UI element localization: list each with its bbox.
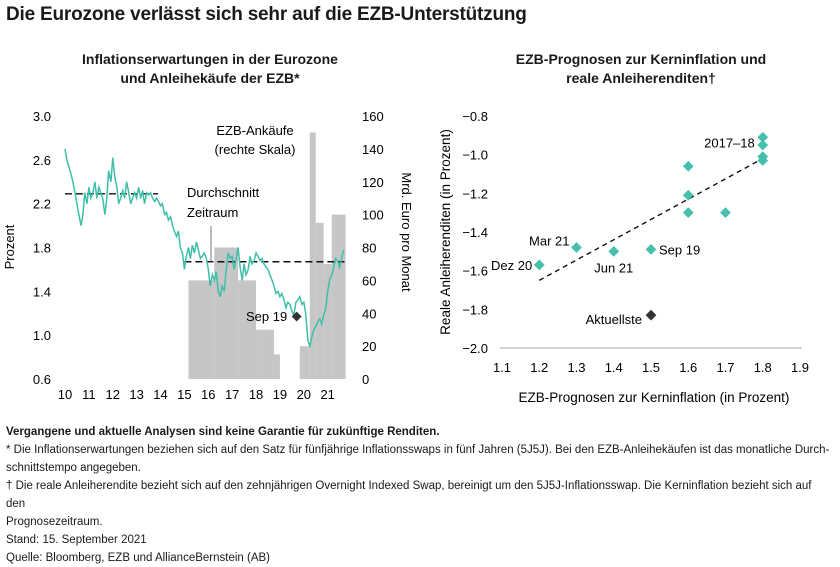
scatter-x-tick-label: 1.5 <box>642 360 660 375</box>
scatter-point-1 <box>571 242 582 253</box>
scatter-y-tick-label: −2.0 <box>462 341 488 356</box>
scatter-point-0 <box>534 259 545 270</box>
footnote-2-line1: † Die reale Anleiherendite bezieht sich … <box>6 477 832 513</box>
scatter-y-axis-label: Reale Anleiherenditen (in Prozent) <box>438 129 453 335</box>
footnote-1-line2: schnittstempo angegeben. <box>6 459 832 477</box>
date-note: Stand: 15. September 2021 <box>6 531 832 549</box>
trendline-path <box>539 159 763 281</box>
scatter-y-tick-label: −0.8 <box>462 109 488 124</box>
scatter-y-tick-label: −1.8 <box>462 302 488 317</box>
source-note: Quelle: Bloomberg, EZB und AllianceBerns… <box>6 549 832 567</box>
scatter-x-tick-label: 1.4 <box>605 360 623 375</box>
scatter-y-tick-label: −1.2 <box>462 186 488 201</box>
scatter-point-5 <box>683 190 694 201</box>
scatter-point-labels: Dez 20 Mar 21 Jun 21 Sep 19 2017–18 Aktuellst… <box>491 135 755 327</box>
scatter-x-tick-label: 1.2 <box>530 360 548 375</box>
scatter-point-6 <box>683 207 694 218</box>
disclaimer: Vergangene und aktuelle Analysen sind ke… <box>6 423 832 441</box>
scatter-point-label: Dez 20 <box>491 258 532 273</box>
scatter-x-tick-label: 1.9 <box>791 360 809 375</box>
scatter-x-tick-label: 1.7 <box>716 360 734 375</box>
scatter-point-9 <box>757 140 768 151</box>
scatter-points <box>534 132 768 321</box>
scatter-x-axis-label: EZB-Prognosen zur Kerninflation (in Proz… <box>519 390 790 405</box>
scatter-y-axis-ticks: −0.8 −1.0 −1.2 −1.4 −1.6 −1.8 −2.0 <box>462 109 488 356</box>
current-point <box>646 310 657 321</box>
scatter-point-2 <box>608 246 619 257</box>
current-point-label: Aktuellste <box>586 312 642 327</box>
scatter-y-tick-label: −1.0 <box>462 148 488 163</box>
scatter-x-tick-label: 1.8 <box>754 360 772 375</box>
core-inflation-scatter-chart: −0.8−1.0−1.2−1.4−1.6−1.8−2.0 1.1 1.2 1.3 1.… <box>0 0 840 420</box>
scatter-point-label: Sep 19 <box>659 242 700 257</box>
scatter-y-tick-label: −1.4 <box>462 225 488 240</box>
scatter-x-tick-label: 1.6 <box>679 360 697 375</box>
footnote-2-line2: Prognosezeitraum. <box>6 513 832 531</box>
scatter-x-tick-label: 1.1 <box>493 360 511 375</box>
scatter-x-axis-ticks: 1.1 1.2 1.3 1.4 1.5 1.6 1.7 1.8 1.9 <box>493 360 809 375</box>
scatter-x-tick-label: 1.3 <box>567 360 585 375</box>
scatter-point-7 <box>720 207 731 218</box>
footnotes: Vergangene und aktuelle Analysen sind ke… <box>6 423 832 567</box>
scatter-point-3 <box>646 244 657 255</box>
scatter-point-label: Mar 21 <box>529 233 569 248</box>
scatter-point-label: 2017–18 <box>704 135 755 150</box>
trendline <box>539 159 763 281</box>
scatter-y-tick-label: −1.6 <box>462 264 488 279</box>
scatter-point-label: Jun 21 <box>594 260 633 275</box>
scatter-point-4 <box>683 161 694 172</box>
footnote-1-line1: * Die Inflationserwartungen beziehen sic… <box>6 441 832 459</box>
